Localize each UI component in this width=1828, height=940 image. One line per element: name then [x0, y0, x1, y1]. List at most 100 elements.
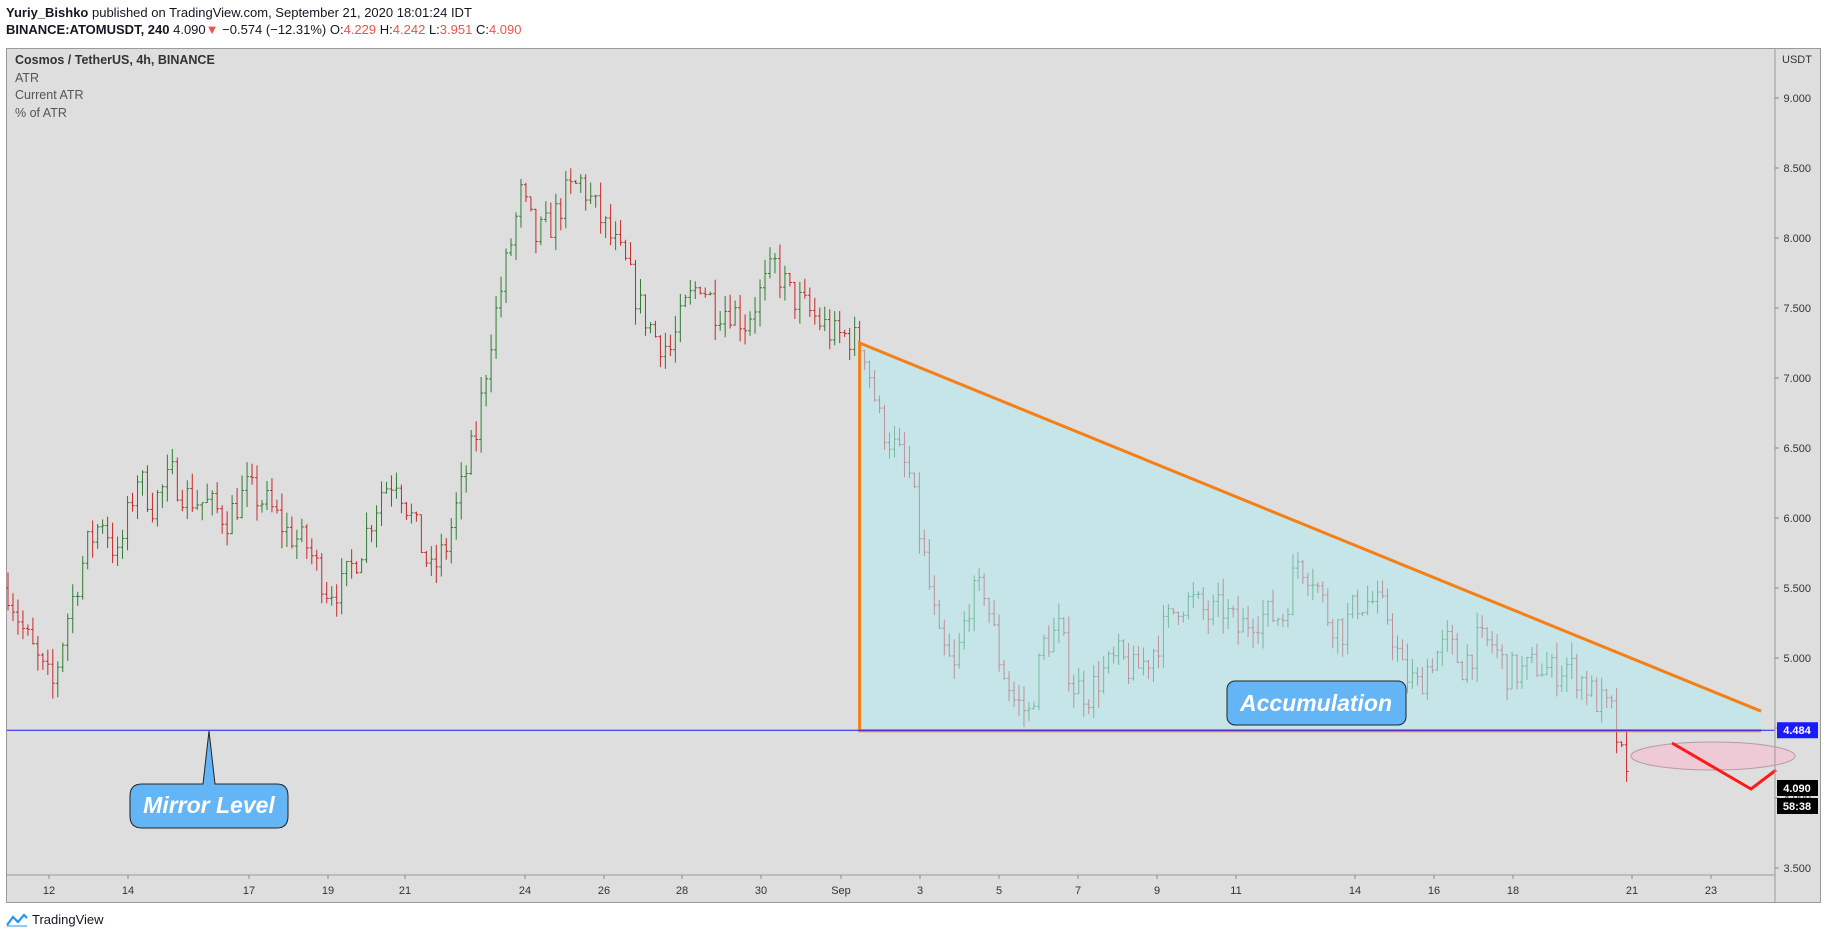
ohlc-bar: [35, 635, 40, 671]
ohlc-bar: [279, 493, 284, 549]
ohlc-bar: [523, 182, 528, 202]
ohlc-bar: [504, 248, 509, 303]
x-tick-label: 19: [322, 885, 334, 897]
ohlc-bar: [235, 488, 240, 520]
ohlc-bar: [439, 533, 444, 577]
ohlc-bar: [80, 556, 85, 600]
ohlc-bar: [494, 295, 499, 359]
x-tick-label: 16: [1428, 885, 1440, 897]
ohlc-bar: [140, 470, 145, 496]
ohlc-bar: [638, 278, 643, 314]
ohlc-bar: [713, 279, 718, 341]
ohlc-bar: [130, 492, 135, 512]
x-tick-label: 21: [1626, 885, 1638, 897]
ohlc-bar: [673, 315, 678, 363]
tradingview-brand: TradingView: [32, 912, 104, 927]
ohlc-bar: [314, 549, 319, 571]
publish-info: published on TradingView.com, September …: [88, 5, 472, 20]
ohlc-bar: [733, 300, 738, 326]
ohlc-bar: [40, 652, 45, 670]
ohlc-bar: [548, 202, 553, 238]
ohlc-bar: [284, 512, 289, 548]
low-label: L:: [428, 22, 440, 37]
legend-indicator-atr[interactable]: ATR: [15, 70, 40, 85]
ohlc-bar: [215, 482, 220, 514]
ohlc-bar: [150, 492, 155, 523]
ohlc-bar: [429, 546, 434, 576]
ohlc-bar: [220, 505, 225, 534]
callout-box: [1226, 680, 1407, 726]
descending-triangle: [858, 340, 1762, 733]
ohlc-bar: [100, 519, 105, 534]
ohlc-bar: [588, 182, 593, 205]
ohlc-bar: [399, 484, 404, 514]
ohlc-bar: [240, 475, 245, 519]
badge-bg: [1777, 722, 1818, 739]
y-tick-label: 5.500: [1783, 583, 1811, 595]
ohlc-bar: [349, 549, 354, 579]
ohlc-bar: [414, 511, 419, 522]
ohlc-bar: [319, 552, 324, 604]
legend-indicator-pct-atr[interactable]: % of ATR: [15, 105, 67, 120]
mirror-level-label: Mirror Level: [143, 792, 275, 818]
ohlc-bar: [304, 524, 309, 559]
ohlc-bar: [777, 244, 782, 299]
down-arrow-icon: ▼: [205, 22, 219, 37]
ohlc-bar: [384, 481, 389, 494]
y-tick-label: 6.000: [1783, 513, 1811, 525]
ohlc-bar: [633, 259, 638, 325]
chart-axes: USDT 9.000 8.500 8.000 7.500 7.000 6.500 6.000 5…: [7, 49, 1818, 902]
ohlc-bar: [748, 311, 753, 336]
tradingview-footer[interactable]: TradingView: [6, 912, 104, 927]
ohlc-bar: [1619, 741, 1624, 748]
x-tick-label: 17: [243, 885, 255, 897]
ohlc-bar: [125, 495, 130, 551]
x-tick-label: 12: [43, 885, 55, 897]
ohlc-bar: [807, 287, 812, 317]
ohlc-bar: [180, 489, 185, 512]
mirror-level-price-badge: 4.484: [1777, 722, 1818, 739]
ohlc-bar: [259, 500, 264, 513]
x-tick-label: 24: [519, 885, 531, 897]
ohlc-bar: [583, 174, 588, 211]
ohlc-bar: [767, 247, 772, 279]
badge-bg: [1777, 798, 1818, 814]
ohlc-bar: [832, 311, 837, 346]
ohlc-bar: [160, 484, 165, 508]
ohlc-bar: [45, 649, 50, 676]
ohlc-bar: [155, 489, 160, 527]
ohlc-bar: [90, 520, 95, 558]
ohlc-bar: [593, 194, 598, 208]
high-value: 4.242: [392, 22, 426, 37]
ohlc-bar: [509, 238, 514, 257]
ohlc-bar: [120, 529, 125, 559]
ohlc-bar: [250, 463, 255, 485]
ohlc-bar: [578, 174, 583, 194]
ohlc-bar: [379, 481, 384, 526]
ohlc-bar: [334, 584, 339, 617]
ohlc-bar: [424, 550, 429, 567]
last-price: 4.090: [173, 22, 206, 37]
ohlc-bar: [693, 281, 698, 300]
ohlc-bar: [394, 472, 399, 499]
ohlc-bar: [772, 253, 777, 274]
ohlc-bar: [528, 196, 533, 212]
x-tick-label: 30: [755, 885, 767, 897]
ohlc-bar: [469, 430, 474, 475]
ohlc-bar: [499, 276, 504, 318]
ohlc-bar: [419, 514, 424, 553]
ohlc-bar: [55, 661, 60, 698]
ohlc-bar: [608, 204, 613, 246]
ohlc-bar: [703, 287, 708, 298]
x-tick-label: 28: [676, 885, 688, 897]
ohlc-bar: [6, 572, 10, 611]
callout-box: [129, 730, 289, 829]
x-tick-label: 7: [1075, 885, 1081, 897]
legend-indicator-current-atr[interactable]: Current ATR: [15, 88, 84, 102]
ohlc-bar: [274, 499, 279, 514]
author-name[interactable]: Yuriy_Bishko: [6, 5, 89, 20]
ohlc-bar: [558, 198, 563, 231]
ohlc-bar: [210, 490, 215, 516]
chart-legend: Cosmos / TetherUS, 4h, BINANCE ATR Curre…: [15, 52, 215, 122]
